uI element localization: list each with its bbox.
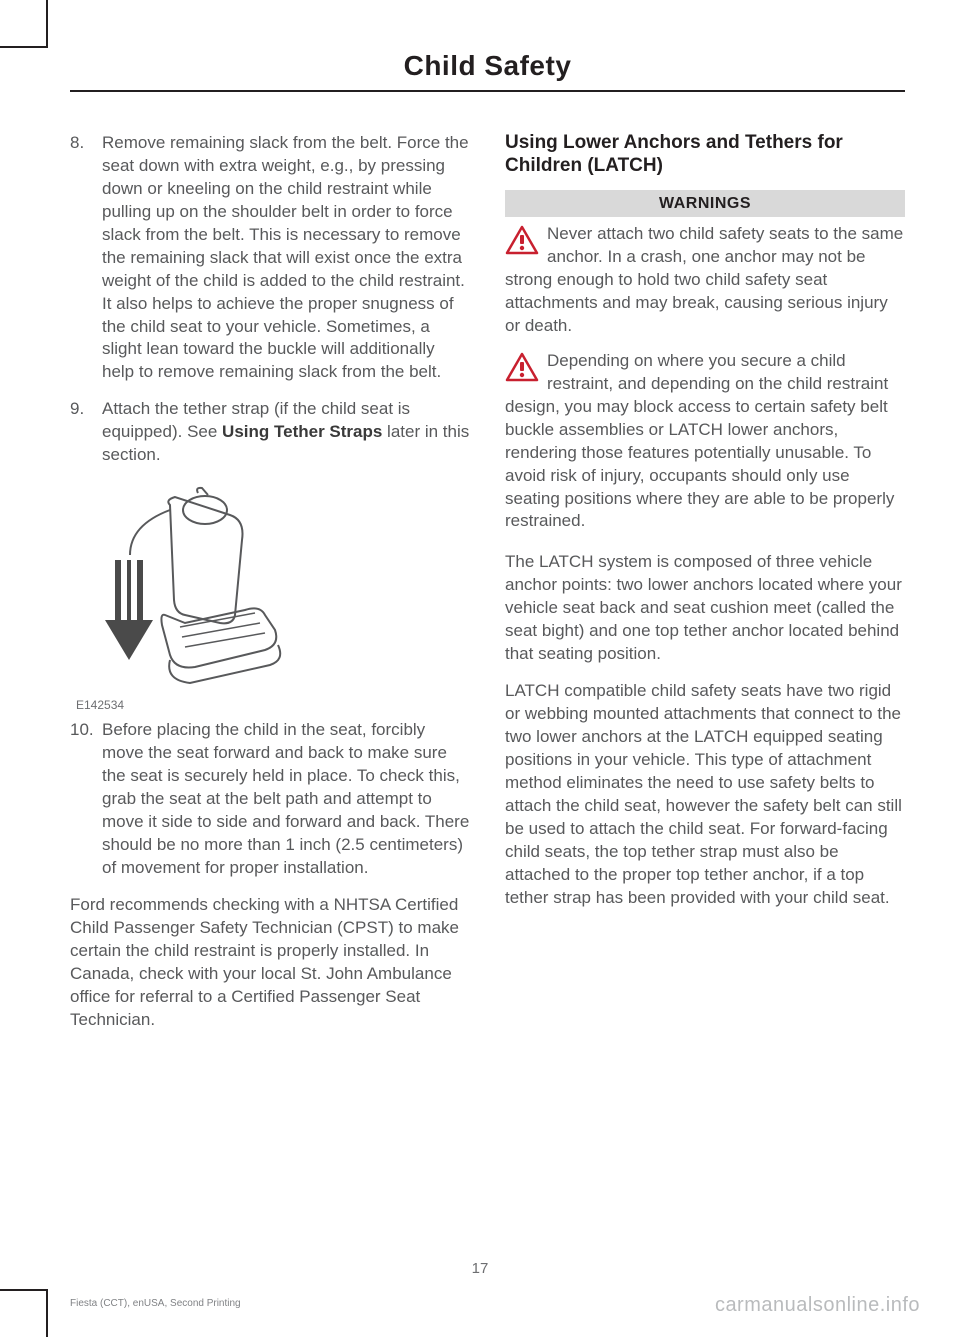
list-item-9: 9. Attach the tether strap (if the child… [70, 398, 470, 467]
crop-mark-top-left [0, 0, 48, 48]
list-text: Remove remaining slack from the belt. Fo… [102, 132, 470, 384]
warning-text: Never attach two child safety seats to t… [505, 224, 903, 335]
page-title: Child Safety [70, 50, 905, 82]
warnings-bar: WARNINGS [505, 190, 905, 218]
closing-paragraph: Ford recommends checking with a NHTSA Ce… [70, 894, 470, 1032]
content-columns: 8. Remove remaining slack from the belt.… [70, 132, 905, 1046]
list-text: Attach the tether strap (if the child se… [102, 398, 470, 467]
figure-label: E142534 [76, 697, 470, 713]
tether-arrow [105, 510, 170, 660]
warning-2: Depending on where you secure a child re… [505, 350, 905, 534]
list-text: Before placing the child in the seat, fo… [102, 719, 470, 880]
warning-icon [505, 225, 539, 255]
latch-heading: Using Lower Anchors and Tethers for Chil… [505, 132, 905, 178]
warning-1: Never attach two child safety seats to t… [505, 223, 905, 338]
seat-figure: E142534 [70, 485, 470, 713]
list-number: 10. [70, 719, 102, 880]
list-number: 8. [70, 132, 102, 384]
list-number: 9. [70, 398, 102, 467]
latch-paragraph-1: The LATCH system is composed of three ve… [505, 551, 905, 666]
seat-illustration [70, 485, 320, 695]
left-column: 8. Remove remaining slack from the belt.… [70, 132, 470, 1046]
warning-text: Depending on where you secure a child re… [505, 351, 894, 531]
crop-mark-bottom-left [0, 1289, 48, 1337]
warning-icon [505, 352, 539, 382]
bold-ref: Using Tether Straps [222, 422, 382, 441]
title-rule [70, 90, 905, 92]
page-number: 17 [0, 1260, 960, 1277]
right-column: Using Lower Anchors and Tethers for Chil… [505, 132, 905, 1046]
footer-left: Fiesta (CCT), enUSA, Second Printing [70, 1298, 241, 1309]
list-item-8: 8. Remove remaining slack from the belt.… [70, 132, 470, 384]
list-item-10: 10. Before placing the child in the seat… [70, 719, 470, 880]
latch-paragraph-2: LATCH compatible child safety seats have… [505, 680, 905, 909]
footer-watermark: carmanualsonline.info [715, 1294, 920, 1317]
